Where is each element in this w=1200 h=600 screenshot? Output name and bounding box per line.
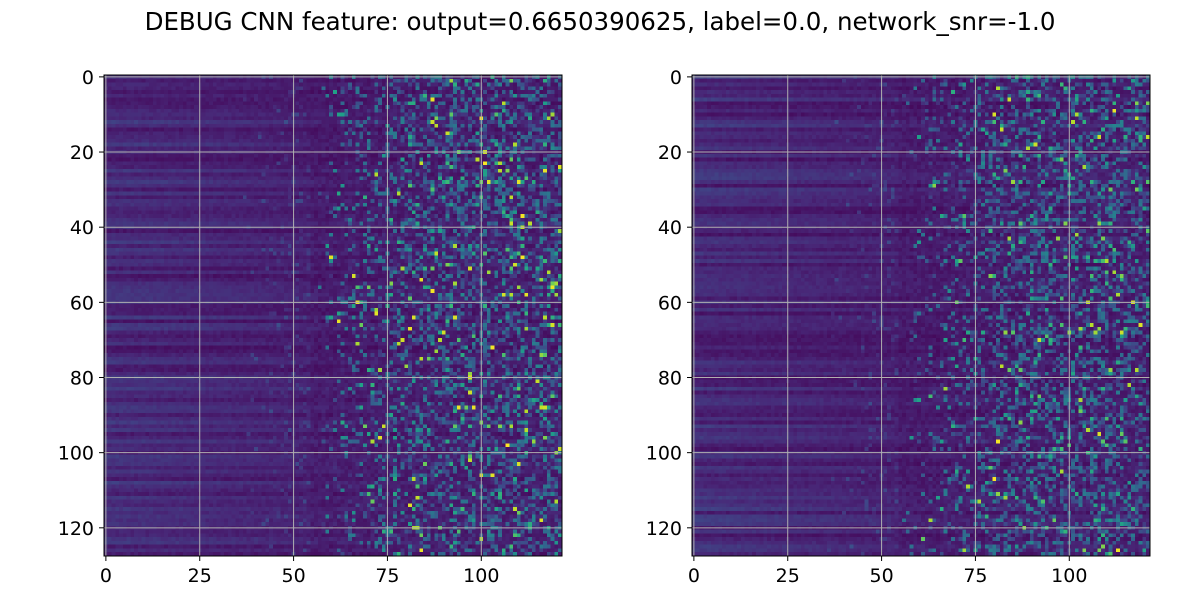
heatmap-image: [692, 75, 1150, 556]
x-tick-label: 25: [776, 565, 800, 587]
axes-frame: [103, 74, 563, 557]
x-tick-label: 25: [188, 565, 212, 587]
y-tick-label: 20: [70, 142, 94, 164]
y-tick-label: 20: [658, 142, 682, 164]
x-tick-label: 0: [100, 565, 112, 587]
y-tick-label: 0: [82, 67, 94, 89]
x-tick-label: 100: [463, 565, 499, 587]
y-tick-label: 120: [646, 518, 682, 540]
y-tick-label: 120: [58, 518, 94, 540]
figure-title: DEBUG CNN feature: output=0.6650390625, …: [144, 7, 1056, 36]
axes-frame: [691, 74, 1151, 557]
x-tick-label: 100: [1051, 565, 1087, 587]
y-tick-label: 80: [658, 368, 682, 390]
y-tick-label: 40: [70, 217, 94, 239]
x-tick-label: 50: [869, 565, 893, 587]
x-tick-label: 0: [688, 565, 700, 587]
y-tick-label: 40: [658, 217, 682, 239]
x-tick-label: 75: [375, 565, 399, 587]
x-tick-label: 75: [963, 565, 987, 587]
heatmap-right-panel: 0 25 50 75 100 0 20 40 60 80 100 120: [646, 67, 1151, 587]
heatmap-image: [104, 75, 562, 556]
y-tick-label: 0: [670, 67, 682, 89]
x-tick-label: 50: [281, 565, 305, 587]
heatmap-left-panel: 0 25 50 75 100 0 20 40 60 80 100 120: [58, 67, 563, 587]
y-tick-label: 60: [658, 292, 682, 314]
y-tick-label: 100: [58, 443, 94, 465]
y-tick-label: 80: [70, 368, 94, 390]
y-tick-label: 60: [70, 292, 94, 314]
y-tick-label: 100: [646, 443, 682, 465]
